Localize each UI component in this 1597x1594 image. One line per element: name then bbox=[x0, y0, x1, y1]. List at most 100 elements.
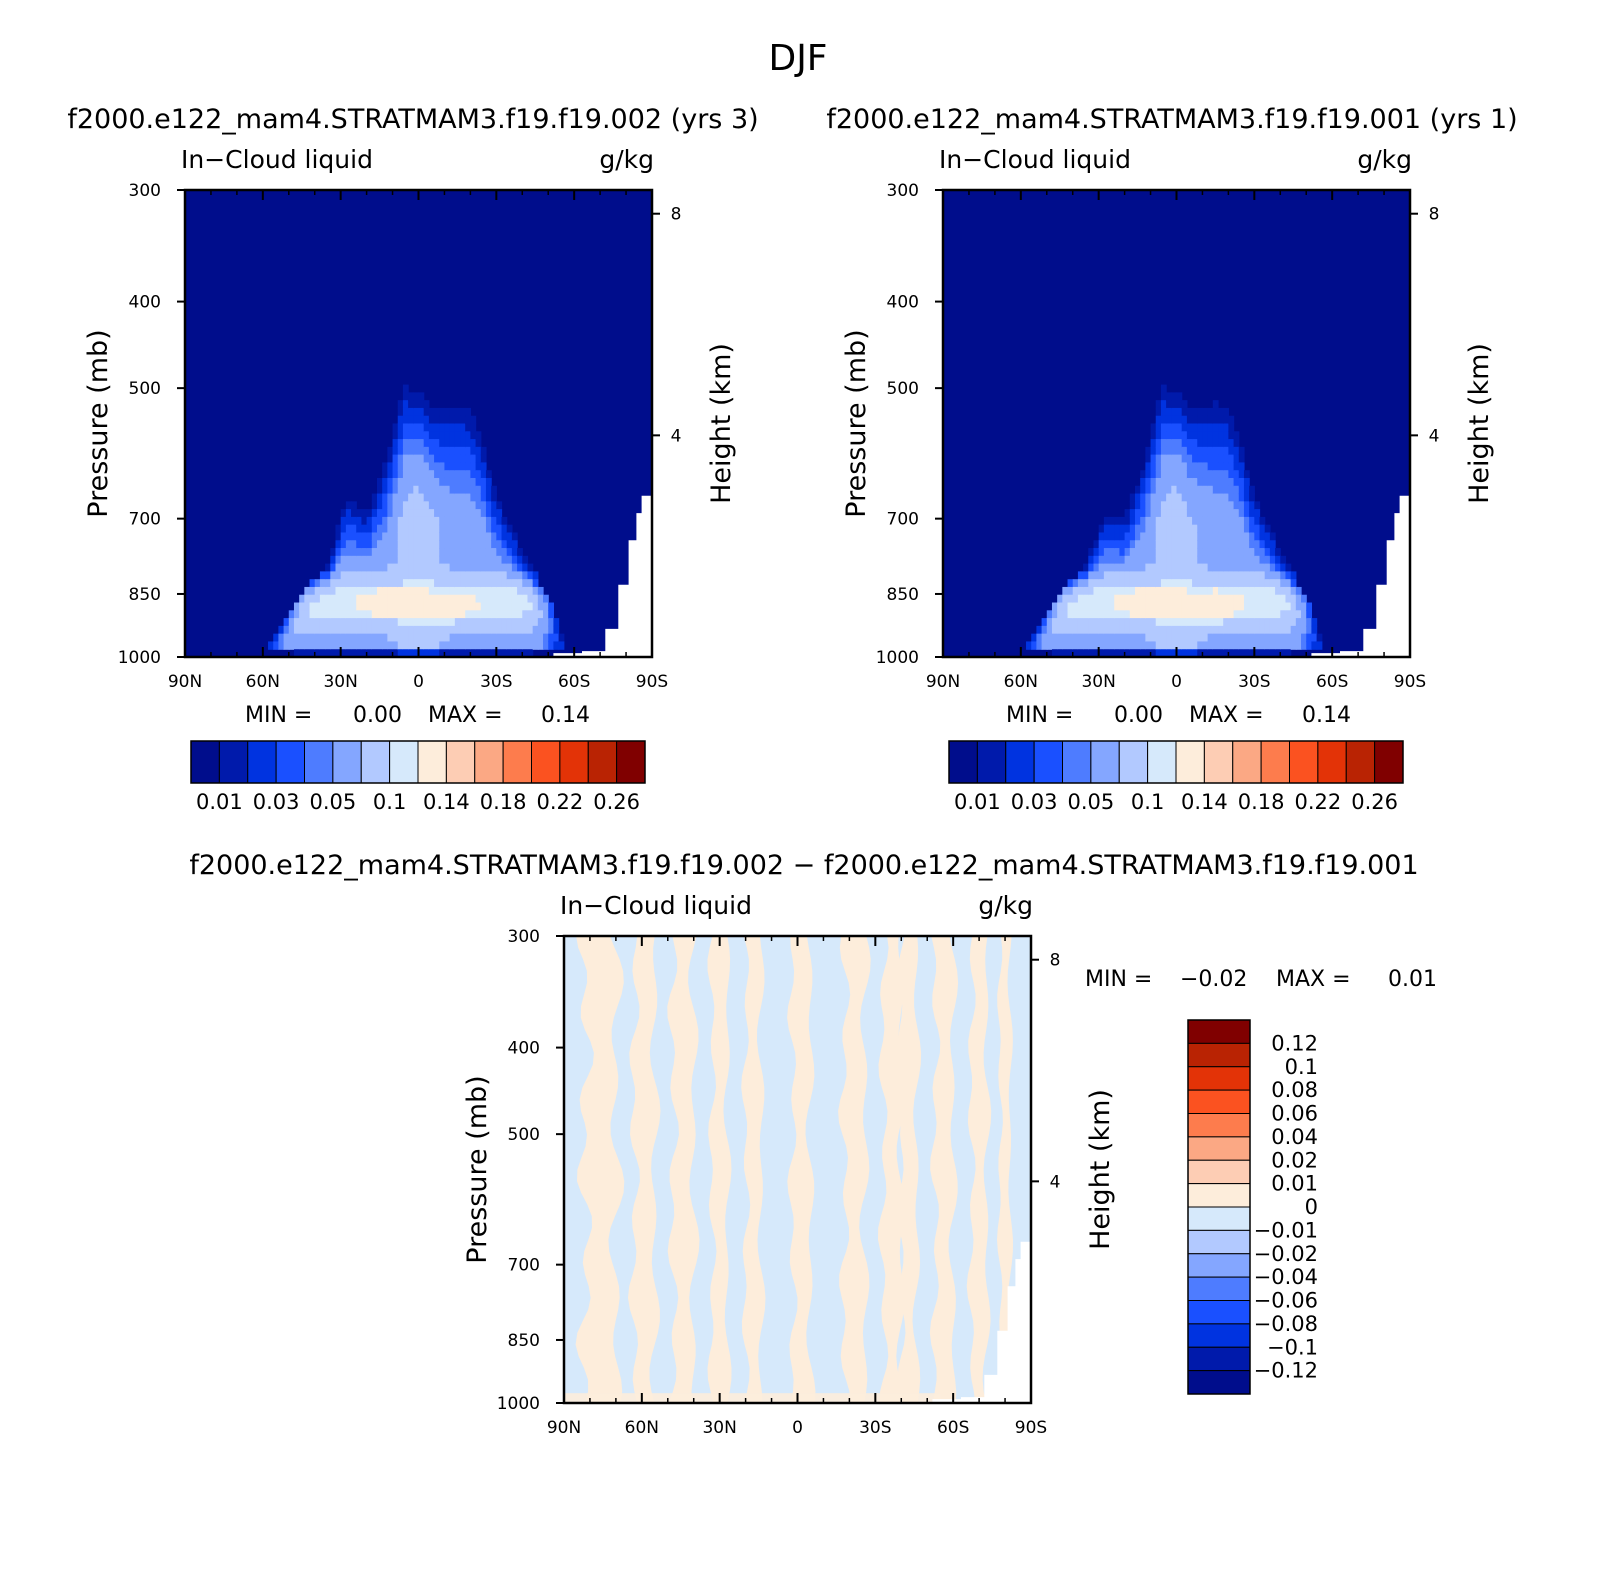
field-cell bbox=[1207, 493, 1214, 502]
field-cell bbox=[1202, 532, 1209, 541]
field-cell bbox=[376, 602, 383, 611]
field-cell bbox=[1129, 579, 1136, 588]
field-cell bbox=[1166, 563, 1172, 572]
field-cell bbox=[1166, 415, 1172, 425]
field-cell bbox=[1051, 602, 1058, 611]
field-cell bbox=[351, 571, 357, 580]
field-cell bbox=[408, 485, 414, 495]
field-cell bbox=[314, 594, 321, 604]
field-cell bbox=[304, 633, 311, 643]
y-tick-label: 300 bbox=[129, 181, 161, 201]
field-cell bbox=[392, 423, 399, 432]
field-cell bbox=[1160, 602, 1167, 611]
colorbar-swatch bbox=[1147, 740, 1177, 784]
field-cell bbox=[511, 649, 518, 658]
field-cell bbox=[1109, 579, 1115, 588]
field-cell bbox=[527, 602, 534, 611]
field-cell bbox=[356, 610, 363, 619]
field-cell bbox=[1259, 579, 1266, 588]
field-cell bbox=[356, 618, 363, 627]
field-cell bbox=[356, 532, 363, 541]
field-cell bbox=[1160, 540, 1167, 549]
field-cell bbox=[1140, 516, 1146, 526]
field-cell bbox=[460, 618, 466, 627]
field-cell bbox=[278, 625, 285, 635]
field-cell bbox=[366, 563, 373, 572]
field-cell bbox=[532, 602, 539, 611]
field-cell bbox=[1176, 579, 1183, 588]
field-cell bbox=[496, 555, 503, 565]
y-tick-label: 400 bbox=[508, 1039, 540, 1059]
field-cell bbox=[1171, 610, 1178, 619]
field-cell bbox=[1119, 563, 1126, 572]
field-cell bbox=[465, 625, 471, 635]
field-cell bbox=[1093, 548, 1100, 557]
field-cell bbox=[439, 407, 446, 417]
field-cell bbox=[402, 641, 409, 650]
field-cell bbox=[1223, 602, 1229, 611]
field-cell bbox=[1259, 524, 1266, 534]
field-cell bbox=[517, 594, 523, 604]
field-cell bbox=[1083, 602, 1089, 611]
field-cell bbox=[1212, 407, 1219, 417]
field-cell bbox=[1166, 454, 1172, 464]
field-cell bbox=[1280, 571, 1287, 580]
field-cell bbox=[428, 618, 435, 627]
field-cell bbox=[506, 571, 513, 580]
field-cell bbox=[449, 501, 456, 510]
colorbar-label: 0.06 bbox=[1271, 1102, 1318, 1126]
field-cell bbox=[496, 516, 503, 526]
field-cell bbox=[1269, 555, 1276, 565]
field-cell bbox=[1109, 555, 1115, 565]
panel-case1-min-value: 0.00 bbox=[353, 703, 402, 728]
field-cell bbox=[392, 579, 399, 588]
field-cell bbox=[1140, 602, 1146, 611]
field-cell bbox=[1057, 602, 1063, 611]
field-cell bbox=[376, 516, 383, 526]
field-cell bbox=[470, 610, 477, 619]
field-cell bbox=[558, 641, 565, 650]
panel-case1-max-label: MAX = bbox=[428, 703, 503, 728]
field-cell bbox=[340, 579, 347, 588]
field-cell bbox=[402, 555, 409, 565]
field-cell bbox=[1202, 501, 1209, 510]
figure-title: DJF bbox=[768, 38, 827, 79]
field-cell bbox=[1223, 555, 1229, 565]
field-cell bbox=[454, 618, 461, 627]
field-cell bbox=[330, 649, 337, 658]
field-cell bbox=[1046, 633, 1053, 643]
field-cell bbox=[470, 524, 477, 534]
field-cell bbox=[434, 470, 440, 479]
field-cell bbox=[1083, 610, 1089, 619]
field-cell bbox=[1088, 602, 1095, 611]
x-tick-label: 0 bbox=[1171, 672, 1182, 692]
field-cell bbox=[418, 633, 425, 643]
field-cell bbox=[1212, 501, 1219, 510]
field-cell bbox=[423, 594, 430, 604]
field-cell bbox=[1243, 602, 1250, 611]
field-cell bbox=[423, 400, 430, 409]
field-cell bbox=[361, 555, 368, 565]
field-cell bbox=[1155, 524, 1162, 534]
field-cell bbox=[392, 610, 399, 619]
field-cell bbox=[1218, 423, 1224, 432]
field-cell bbox=[1197, 524, 1204, 534]
field-cell bbox=[1243, 493, 1250, 502]
field-cell bbox=[1197, 477, 1204, 487]
field-cell bbox=[387, 477, 394, 487]
field-cell bbox=[1077, 571, 1084, 580]
field-cell bbox=[434, 524, 440, 534]
field-cell bbox=[1150, 633, 1157, 643]
field-cell bbox=[1228, 540, 1235, 549]
field-cell bbox=[1166, 610, 1172, 619]
colorbar-swatch bbox=[1187, 1159, 1251, 1185]
field-cell bbox=[465, 493, 471, 502]
field-cell bbox=[299, 649, 305, 658]
field-cell bbox=[1259, 532, 1266, 541]
field-cell bbox=[1280, 555, 1287, 565]
field-cell bbox=[1072, 649, 1079, 658]
field-cell bbox=[1171, 602, 1178, 611]
field-cell bbox=[1269, 641, 1276, 650]
field-cell bbox=[434, 493, 440, 502]
field-cell bbox=[1218, 555, 1224, 565]
